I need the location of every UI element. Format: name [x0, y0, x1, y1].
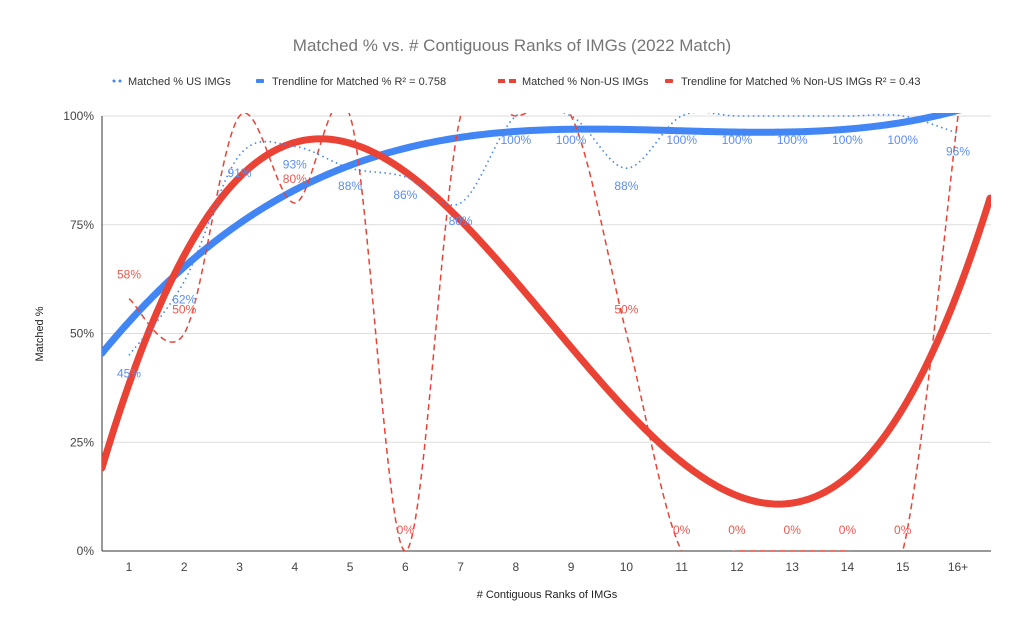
data-label-us: 86% — [393, 188, 417, 202]
data-label-non-us: 0% — [728, 523, 746, 537]
chart-title: Matched % vs. # Contiguous Ranks of IMGs… — [293, 36, 731, 55]
data-label-non-us: 80% — [283, 172, 307, 186]
y-tick-label: 100% — [63, 109, 94, 123]
data-label-us: 100% — [832, 133, 863, 147]
x-axis-ticks: 1 2 3 4 5 6 7 8 9 10 11 12 13 14 15 16+ — [126, 560, 969, 574]
data-label-us: 80% — [449, 214, 473, 228]
y-tick-label: 50% — [70, 327, 94, 341]
x-tick-label: 8 — [513, 560, 520, 574]
data-label-us: 100% — [722, 133, 753, 147]
legend-label: Trendline for Matched % R² = 0.758 — [272, 76, 446, 88]
data-label-us: 100% — [556, 133, 587, 147]
data-label-us: 100% — [887, 133, 918, 147]
data-label-us: 88% — [338, 179, 362, 193]
data-label-non-us: 0% — [673, 523, 691, 537]
data-label-us: 100% — [666, 133, 697, 147]
legend-marker-dashed — [509, 79, 516, 83]
x-tick-label: 4 — [291, 560, 298, 574]
data-label-us: 62% — [172, 292, 196, 306]
data-label-non-us: 0% — [839, 523, 857, 537]
x-tick-label: 2 — [181, 560, 188, 574]
data-label-non-us: 0% — [894, 523, 912, 537]
data-label-non-us: 58% — [117, 268, 141, 282]
x-tick-label: 11 — [675, 560, 688, 574]
x-tick-label: 15 — [896, 560, 910, 574]
data-label-non-us: 0% — [397, 523, 415, 537]
x-tick-label: 12 — [730, 560, 744, 574]
data-label-non-us: 50% — [172, 303, 196, 317]
x-tick-label: 7 — [457, 560, 464, 574]
data-label-non-us: 50% — [614, 303, 638, 317]
legend-label: Trendline for Matched % Non-US IMGs R² =… — [681, 76, 921, 88]
clipped-series — [102, 113, 991, 551]
x-tick-label: 10 — [620, 560, 634, 574]
data-label-us: 93% — [283, 157, 307, 171]
x-tick-label: 14 — [841, 560, 855, 574]
series-line-non-us — [128, 113, 959, 551]
data-labels: 45% 62% 91% 93% 88% 86% 80% 100% 100% 88% 100% 100%… — [117, 133, 970, 537]
plot-area — [102, 113, 991, 551]
legend-marker-dotted — [118, 79, 122, 83]
x-tick-label: 5 — [347, 560, 354, 574]
data-label-us: 100% — [501, 133, 532, 147]
legend-marker-dashed — [498, 79, 505, 83]
legend-marker-solid — [256, 79, 264, 83]
legend-marker-solid — [665, 79, 673, 83]
data-label-us: 96% — [946, 144, 970, 158]
x-tick-label: 1 — [126, 560, 133, 574]
y-axis-ticks: 0% 25% 50% 75% 100% — [63, 109, 94, 558]
x-tick-label: 3 — [236, 560, 243, 574]
data-label-us: 100% — [777, 133, 808, 147]
trendline-us — [102, 113, 962, 357]
x-tick-label: 9 — [568, 560, 575, 574]
x-axis-title: # Contiguous Ranks of IMGs — [477, 589, 618, 601]
y-tick-label: 75% — [70, 218, 94, 232]
legend-label: Matched % Non-US IMGs — [522, 76, 649, 88]
legend-label: Matched % US IMGs — [128, 76, 231, 88]
data-label-us: 91% — [228, 166, 252, 180]
trendline-non-us — [102, 135, 991, 508]
data-label-us: 88% — [614, 179, 638, 193]
y-axis-title: Matched % — [34, 306, 46, 361]
data-label-us: 45% — [117, 366, 141, 380]
y-tick-label: 0% — [77, 544, 95, 558]
legend: Matched % US IMGs Trendline for Matched %… — [112, 76, 921, 88]
x-tick-label: 6 — [402, 560, 409, 574]
y-tick-label: 25% — [70, 435, 94, 449]
data-label-non-us: 0% — [784, 523, 802, 537]
x-tick-label: 13 — [786, 560, 800, 574]
legend-marker-dotted — [112, 79, 116, 83]
x-tick-label: 16+ — [948, 560, 968, 574]
